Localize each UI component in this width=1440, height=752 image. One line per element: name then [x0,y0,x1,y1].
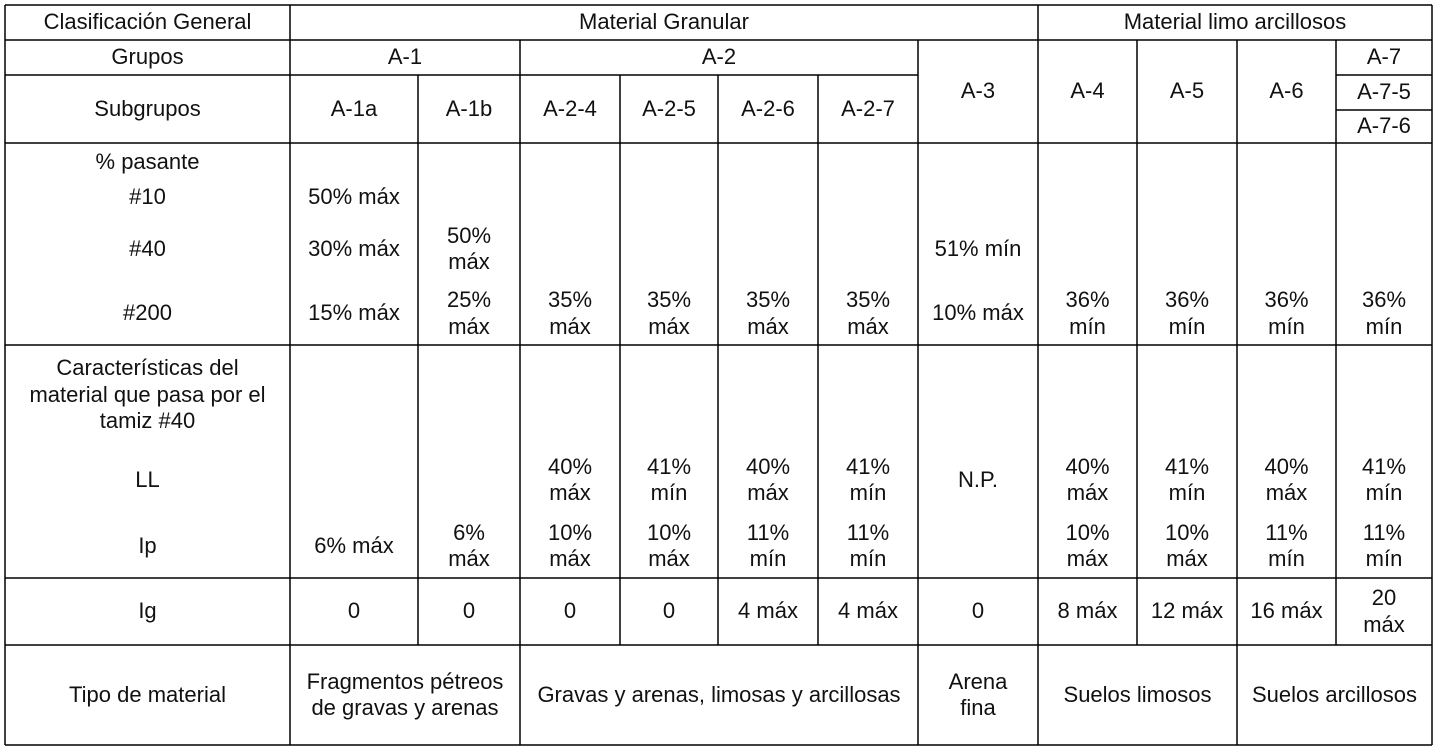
value-cell: 8 máx [1057,598,1118,624]
value-cell: 30% máx [308,235,400,261]
material-cell: Gravas y arenas, limosas y arcillosas [537,681,901,707]
material-cell: Arena fina [948,668,1008,720]
value-cell: 41% mín [845,453,891,505]
value-cell: 35% máx [646,287,692,339]
value-cell: 25% máx [446,287,492,339]
row-label: Subgrupos [94,95,201,121]
sieve-label: #200 [123,300,172,326]
value-cell: 11% mín [1362,519,1406,571]
value-cell: 11% mín [846,519,890,571]
subgroup-cell: A-2-4 [543,95,597,121]
value-cell: 35% máx [745,287,791,339]
value-cell: N.P. [958,466,998,492]
value-cell: 4 máx [838,598,898,624]
row-label: Grupos [111,44,184,70]
value-cell: 35% máx [845,287,891,339]
property-label: Ip [138,532,157,558]
header-cell: Material Granular [579,9,749,35]
value-cell: 50% máx [308,184,400,210]
value-cell: 41% mín [1164,453,1210,505]
sieve-label: #40 [129,235,166,261]
value-cell: 10% máx [1065,519,1110,571]
subgroup-cell: A-1b [445,95,493,121]
value-cell: 16 máx [1250,598,1323,624]
value-cell: 40% máx [1264,453,1309,505]
value-cell: 0 [563,598,577,624]
value-cell: 6% máx [314,532,394,558]
group-cell: A-7 [1366,44,1402,70]
value-cell: 36% mín [1065,287,1110,339]
value-cell: 6% máx [448,519,490,571]
value-cell: 36% mín [1164,287,1210,339]
row-label: Ig [138,598,157,624]
subgroup-cell: A-7-6 [1357,113,1411,139]
value-cell: 11% mín [1265,519,1308,571]
value-cell: 51% mín [934,235,1022,261]
header-cell: Material limo arcillosos [1123,9,1347,35]
subgroup-cell: A-2-6 [741,95,795,121]
subgroup-cell: A-7-5 [1357,79,1411,105]
value-cell: 41% mín [646,453,692,505]
value-cell: 10% máx [646,519,692,571]
value-cell: 10% máx [547,519,593,571]
value-cell: 41% mín [1361,453,1407,505]
value-cell: 50% máx [446,222,492,274]
row-label: Características del material que pasa po… [29,355,266,434]
value-cell: 40% máx [745,453,791,505]
subgroup-cell: A-1a [330,95,378,121]
value-cell: 0 [462,598,476,624]
value-cell: 20 máx [1363,585,1405,637]
value-cell: 36% mín [1264,287,1309,339]
group-cell: A-4 [1070,78,1105,104]
value-cell: 10% máx [1164,519,1210,571]
value-cell: 40% máx [547,453,593,505]
group-cell: A-3 [960,78,996,104]
row-label: % pasante [95,149,200,175]
row-label: Tipo de material [69,681,226,707]
value-cell: 36% mín [1361,287,1407,339]
material-cell: Fragmentos pétreos de gravas y arenas [306,668,504,720]
subgroup-cell: A-2-7 [841,95,895,121]
group-cell: A-6 [1269,78,1304,104]
value-cell: 10% máx [932,300,1024,326]
value-cell: 35% máx [547,287,593,339]
material-cell: Suelos limosos [1063,681,1212,707]
value-cell: 11% mín [746,519,790,571]
value-cell: 40% máx [1065,453,1110,505]
vertical-rules [4,5,1433,745]
value-cell: 0 [662,598,676,624]
value-cell: 0 [347,598,361,624]
material-cell: Suelos arcillosos [1251,681,1418,707]
group-cell: A-5 [1169,78,1205,104]
value-cell: 12 máx [1150,598,1224,624]
property-label: LL [135,466,160,492]
value-cell: 15% máx [308,300,400,326]
sieve-label: #10 [129,184,166,210]
group-cell: A-2 [701,44,737,70]
value-cell: 4 máx [738,598,798,624]
value-cell: 0 [971,598,985,624]
subgroup-cell: A-2-5 [642,95,696,121]
group-cell: A-1 [387,44,423,70]
header-cell: Clasificación General [43,9,252,35]
